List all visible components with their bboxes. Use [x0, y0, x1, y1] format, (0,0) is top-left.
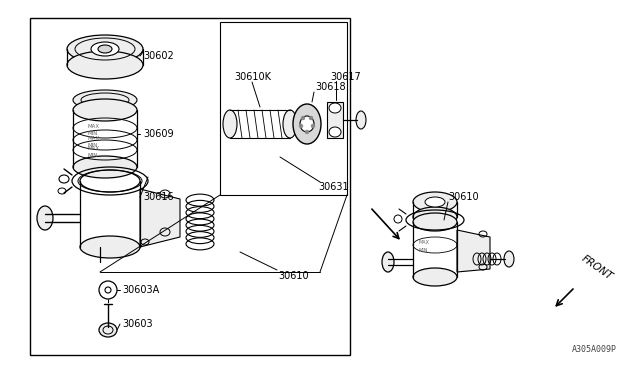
Ellipse shape	[299, 124, 303, 128]
Ellipse shape	[73, 99, 137, 121]
Ellipse shape	[382, 252, 394, 272]
Ellipse shape	[293, 104, 321, 144]
Text: 30616: 30616	[143, 192, 173, 202]
Ellipse shape	[413, 207, 457, 227]
Ellipse shape	[305, 130, 309, 134]
Text: A305A009P: A305A009P	[572, 345, 617, 354]
Text: 30609: 30609	[143, 129, 173, 139]
Text: 30617: 30617	[330, 72, 361, 82]
Ellipse shape	[413, 192, 457, 212]
Ellipse shape	[309, 116, 313, 120]
Text: MAX: MAX	[419, 240, 430, 244]
Text: MIN: MIN	[87, 131, 97, 135]
Ellipse shape	[504, 251, 514, 267]
Text: MIN: MIN	[87, 153, 97, 157]
Text: MAX: MAX	[87, 135, 99, 141]
Ellipse shape	[73, 156, 137, 178]
Ellipse shape	[67, 51, 143, 79]
Ellipse shape	[301, 116, 305, 120]
Text: 30618: 30618	[315, 82, 346, 92]
Ellipse shape	[283, 110, 297, 138]
Polygon shape	[140, 189, 180, 247]
Ellipse shape	[425, 197, 445, 207]
Ellipse shape	[73, 90, 137, 110]
Ellipse shape	[311, 124, 315, 128]
Text: FRONT: FRONT	[580, 253, 615, 282]
Ellipse shape	[91, 42, 119, 56]
Bar	[327, 102, 343, 138]
Ellipse shape	[329, 103, 341, 113]
Text: 30603: 30603	[122, 319, 152, 329]
Ellipse shape	[80, 236, 140, 258]
Text: 30603A: 30603A	[122, 285, 159, 295]
Ellipse shape	[329, 127, 341, 137]
Bar	[220, 22, 347, 195]
Text: 30610: 30610	[448, 192, 479, 202]
Ellipse shape	[223, 110, 237, 138]
Ellipse shape	[67, 35, 143, 63]
Ellipse shape	[413, 268, 457, 286]
Text: 30602: 30602	[143, 51, 173, 61]
Text: 30631: 30631	[318, 182, 349, 192]
Ellipse shape	[99, 323, 117, 337]
Text: MIN: MIN	[87, 142, 97, 148]
Ellipse shape	[413, 213, 457, 231]
Text: 30610K: 30610K	[234, 72, 271, 82]
Text: MIN: MIN	[419, 247, 429, 253]
Bar	[30, 18, 350, 355]
Polygon shape	[457, 230, 490, 272]
Ellipse shape	[37, 206, 53, 230]
Ellipse shape	[300, 116, 314, 132]
Text: MAX: MAX	[87, 124, 99, 128]
Text: MAX: MAX	[87, 145, 99, 151]
Ellipse shape	[98, 45, 112, 53]
Text: 30610: 30610	[278, 271, 308, 281]
Ellipse shape	[356, 111, 366, 129]
